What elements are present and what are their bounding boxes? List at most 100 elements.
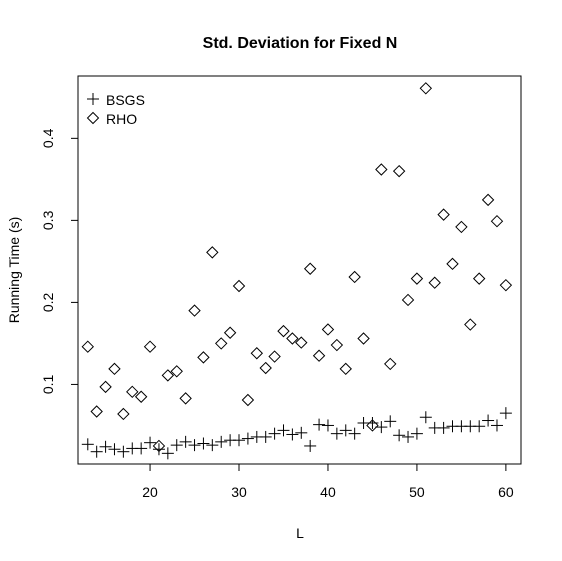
point-bsgs-20 — [144, 436, 157, 449]
point-bsgs-48 — [393, 429, 406, 442]
legend-marker-bsgs — [87, 93, 99, 105]
point-rho-16 — [108, 362, 121, 376]
y-tick-label-1: 0.2 — [40, 292, 56, 312]
y-tick-label-3: 0.4 — [40, 128, 56, 148]
point-bsgs-50 — [410, 427, 423, 440]
point-rho-18 — [126, 385, 139, 399]
y-tick-label-0: 0.1 — [40, 374, 56, 394]
point-rho-29 — [223, 326, 237, 339]
point-bsgs-45 — [366, 416, 379, 429]
point-bsgs-46 — [375, 421, 388, 434]
point-rho-44 — [357, 332, 370, 345]
data-marks — [81, 82, 513, 460]
point-rho-31 — [241, 393, 255, 407]
point-rho-55 — [455, 220, 468, 234]
point-bsgs-15 — [99, 440, 112, 453]
point-rho-42 — [339, 362, 352, 376]
point-bsgs-17 — [117, 445, 130, 458]
point-rho-33 — [259, 361, 272, 375]
point-bsgs-28 — [215, 435, 228, 448]
point-rho-51 — [419, 82, 433, 95]
point-rho-28 — [215, 337, 228, 350]
point-bsgs-57 — [473, 420, 486, 433]
point-bsgs-35 — [277, 424, 290, 437]
point-rho-25 — [188, 304, 201, 317]
point-rho-32 — [250, 347, 264, 360]
point-rho-36 — [286, 332, 299, 345]
point-rho-45 — [366, 419, 379, 432]
point-rho-60 — [499, 278, 513, 292]
point-bsgs-30 — [233, 434, 246, 447]
point-bsgs-37 — [295, 426, 308, 439]
point-rho-14 — [90, 405, 103, 418]
point-bsgs-23 — [170, 439, 183, 452]
point-bsgs-60 — [499, 407, 512, 420]
point-rho-39 — [312, 349, 326, 362]
x-tick-label-30: 30 — [231, 484, 247, 500]
point-bsgs-59 — [490, 419, 503, 432]
point-bsgs-26 — [197, 437, 210, 450]
point-bsgs-19 — [135, 442, 148, 455]
y-axis-label: Running Time (s) — [6, 217, 22, 324]
chart-title: Std. Deviation for Fixed N — [203, 35, 398, 52]
point-bsgs-51 — [419, 411, 432, 424]
point-rho-38 — [303, 262, 317, 275]
point-rho-43 — [348, 270, 361, 284]
point-bsgs-22 — [161, 447, 174, 460]
point-rho-52 — [428, 276, 441, 289]
legend-plus-symbol — [87, 93, 99, 105]
point-bsgs-33 — [259, 430, 272, 443]
point-rho-19 — [134, 390, 148, 403]
point-rho-20 — [143, 340, 157, 353]
point-rho-22 — [161, 369, 175, 382]
point-bsgs-27 — [206, 439, 219, 452]
point-rho-47 — [384, 357, 397, 371]
point-bsgs-34 — [268, 427, 281, 440]
point-rho-27 — [206, 246, 219, 259]
x-axis-label: L — [296, 525, 304, 541]
point-rho-57 — [472, 272, 486, 285]
point-bsgs-43 — [348, 427, 361, 440]
point-bsgs-25 — [188, 439, 201, 452]
legend-diamond-symbol — [86, 111, 100, 125]
series-rho — [81, 82, 513, 453]
point-bsgs-36 — [286, 428, 299, 441]
point-rho-46 — [375, 163, 388, 176]
legend-label-rho: RHO — [106, 111, 137, 127]
point-rho-58 — [481, 193, 495, 207]
point-bsgs-58 — [482, 414, 495, 427]
plot-frame — [77, 75, 522, 465]
point-rho-41 — [330, 338, 344, 352]
point-bsgs-14 — [90, 445, 103, 458]
point-bsgs-31 — [241, 432, 254, 445]
point-rho-49 — [401, 293, 415, 307]
point-bsgs-21 — [152, 443, 165, 456]
point-rho-54 — [446, 257, 459, 271]
x-tick-label-50: 50 — [409, 484, 425, 500]
point-bsgs-16 — [108, 443, 121, 456]
x-axis: 20 30 40 50 60 — [142, 464, 514, 500]
point-rho-53 — [437, 208, 450, 221]
point-rho-35 — [277, 324, 290, 338]
point-rho-56 — [464, 318, 477, 331]
point-bsgs-49 — [402, 430, 415, 443]
point-rho-50 — [410, 272, 424, 285]
point-rho-59 — [490, 214, 504, 228]
point-rho-34 — [268, 350, 281, 363]
series-bsgs — [81, 407, 512, 460]
point-rho-26 — [197, 351, 210, 364]
legend-marker-rho — [86, 111, 100, 125]
point-rho-30 — [232, 279, 246, 293]
point-bsgs-13 — [81, 438, 94, 451]
point-bsgs-53 — [437, 421, 450, 434]
x-tick-label-40: 40 — [320, 484, 336, 500]
x-tick-label-20: 20 — [142, 484, 158, 500]
point-rho-13 — [81, 340, 94, 353]
legend-label-bsgs: BSGS — [106, 92, 145, 108]
point-rho-21 — [152, 439, 166, 453]
point-bsgs-41 — [330, 427, 343, 440]
point-rho-17 — [117, 407, 130, 421]
point-bsgs-24 — [179, 435, 192, 448]
